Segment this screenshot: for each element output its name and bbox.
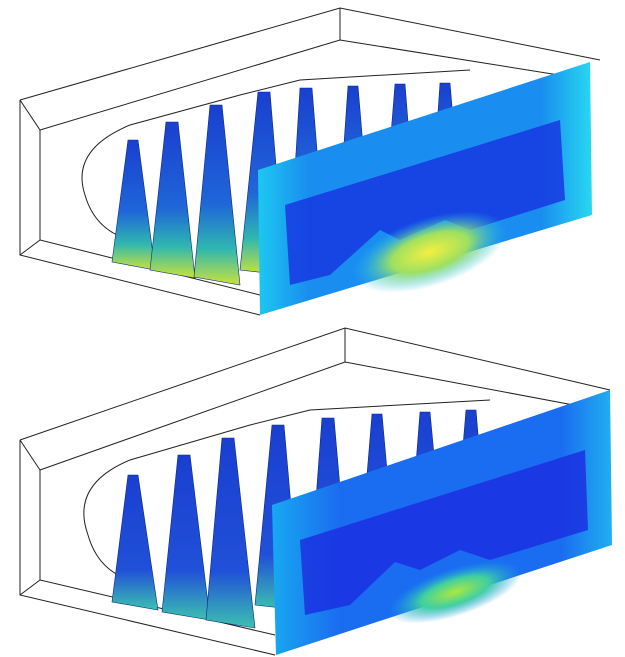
box-edge — [20, 8, 600, 100]
box-edge — [20, 440, 40, 470]
cone — [112, 475, 158, 610]
box-edge — [20, 240, 40, 255]
box-edge — [20, 100, 40, 130]
render — [0, 0, 625, 657]
cone — [150, 122, 195, 278]
cone — [194, 105, 240, 285]
cone — [162, 455, 210, 620]
box-edge — [20, 580, 40, 595]
cone — [206, 438, 255, 628]
cone — [112, 140, 155, 270]
